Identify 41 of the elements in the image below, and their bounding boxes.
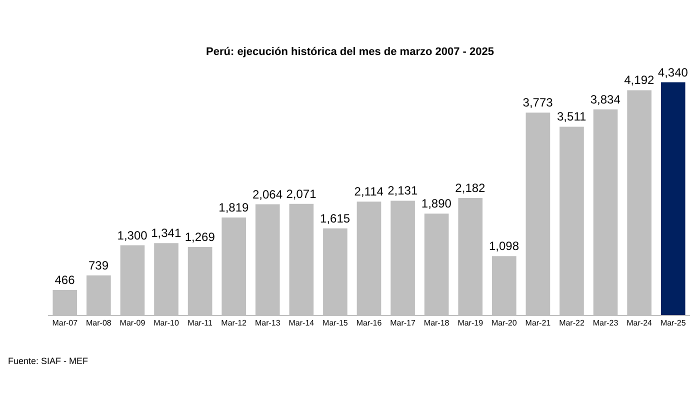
- data-label: 1,269: [184, 230, 216, 244]
- data-label: 3,773: [522, 96, 554, 110]
- data-label: 2,131: [388, 184, 418, 198]
- data-label: 1,098: [488, 239, 520, 254]
- x-tick-label: Mar-10: [154, 318, 180, 328]
- source-note: Fuente: SIAF - MEF: [8, 356, 89, 366]
- x-tick-label: Mar-23: [592, 318, 619, 328]
- data-label: 466: [54, 273, 76, 288]
- x-tick-label: Mar-22: [559, 318, 585, 328]
- x-tick-label: Mar-18: [424, 318, 450, 328]
- x-tick-label: Mar-25: [660, 318, 686, 328]
- data-label: 1,615: [320, 211, 350, 226]
- data-label: 1,890: [421, 196, 452, 211]
- x-tick-label: Mar-08: [86, 318, 112, 328]
- data-label: 2,114: [354, 184, 384, 199]
- data-label: 2,182: [455, 180, 486, 195]
- x-tick-label: Mar-16: [356, 318, 382, 328]
- x-tick-label: Mar-17: [390, 318, 416, 328]
- chart-title: Perú: ejecución histórica del mes de marzo 2007 - 2025: [206, 46, 494, 58]
- x-tick-label: Mar-13: [254, 318, 281, 328]
- data-label: 4,340: [658, 65, 688, 80]
- data-label: 1,819: [218, 200, 250, 214]
- data-label: 2,071: [286, 186, 317, 201]
- x-tick-label: Mar-11: [188, 318, 213, 328]
- data-label: 739: [88, 258, 109, 272]
- x-tick-label: Mar-12: [221, 318, 248, 328]
- data-label: 1,300: [117, 228, 148, 242]
- data-label: 4,192: [624, 73, 654, 88]
- data-label: 3,834: [590, 92, 621, 106]
- x-tick-label: Mar-14: [288, 318, 315, 328]
- data-label: 1,341: [151, 226, 182, 240]
- x-tick-label: Mar-24: [626, 318, 653, 328]
- x-tick-label: Mar-21: [525, 318, 552, 328]
- x-tick-label: Mar-20: [491, 318, 518, 328]
- x-tick-label: Mar-09: [120, 318, 146, 328]
- data-label: 3,511: [557, 110, 586, 124]
- x-tick-label: Mar-15: [322, 318, 348, 328]
- data-label: 2,064: [252, 187, 283, 202]
- bar: [660, 82, 686, 315]
- x-tick-label: Mar-07: [52, 318, 78, 328]
- x-tick-label: Mar-19: [458, 318, 484, 328]
